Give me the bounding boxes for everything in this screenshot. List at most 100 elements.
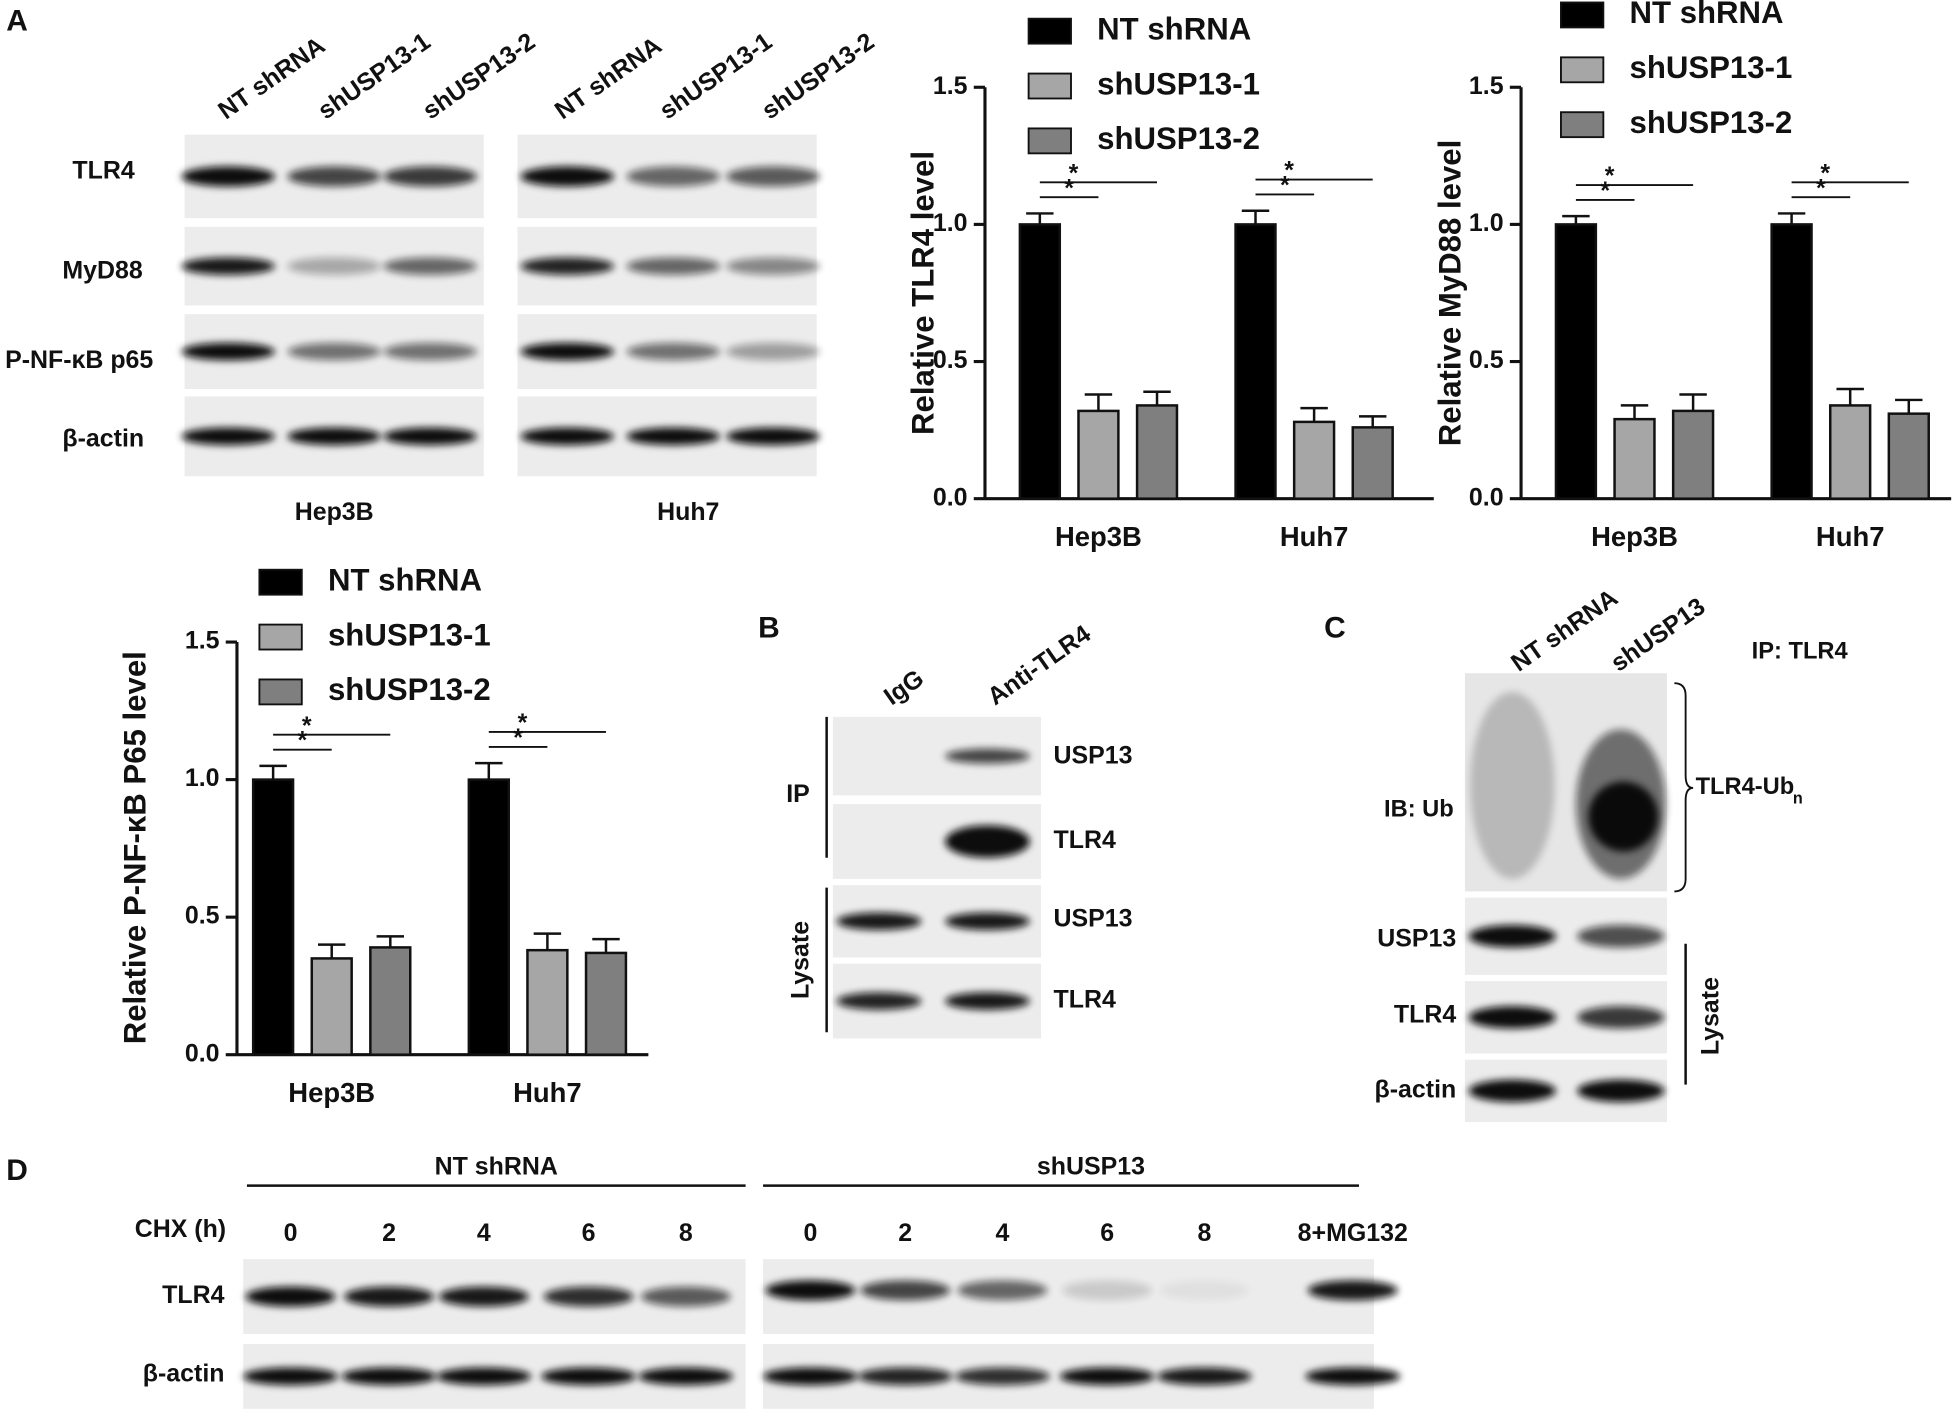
blot [517,396,820,477]
significance-star: * [1600,177,1610,205]
group-label: IP [786,780,810,808]
band [383,166,477,187]
row-label: TLR4 [72,157,134,185]
legend-swatch [258,623,303,651]
legend-swatch [1027,72,1072,100]
band [860,1280,951,1301]
lane-label: NT shRNA [550,31,667,125]
row-label: P-NF-κB p65 [5,346,153,374]
lane-label: shUSP13-2 [418,27,541,125]
complex-label: TLR4-Ub [1696,774,1795,800]
error-bar [592,937,620,953]
bar [1613,417,1656,500]
band [726,427,820,446]
blot [243,1259,746,1334]
bar [1018,223,1062,500]
panel-label: C [1324,611,1346,644]
significance-star: * [518,709,528,737]
y-tick-label: 0.5 [1469,346,1504,374]
time-label: 0 [284,1219,298,1247]
band [181,257,275,275]
blot [832,885,1042,958]
band [955,1367,1050,1386]
lane-label: IgG [879,664,929,711]
band [726,257,820,275]
y-tick-label: 1.0 [1469,209,1504,237]
band [181,166,275,187]
band [245,1286,336,1307]
blot [763,1259,1398,1334]
x-tick-label: Huh7 [1280,521,1349,552]
smear [1469,691,1555,879]
significance-star: * [1069,159,1079,187]
group-label: shUSP13 [1037,1153,1145,1181]
legend-swatch [258,678,303,706]
y-tick-label: 0.0 [1469,483,1504,511]
bar [526,948,569,1056]
y-tick-label: 0.0 [933,483,968,511]
cell-line-label: Hep3B [295,498,374,526]
blot [181,396,484,477]
band [1157,1367,1252,1386]
row-label: USP13 [1054,905,1133,933]
significance-star: * [1820,159,1830,187]
band [945,992,1030,1010]
band [1059,1367,1155,1386]
band [945,825,1030,858]
bar [1554,223,1598,500]
error-bar [475,761,503,780]
blot [832,716,1042,796]
group-label: Lysate [786,921,814,999]
legend-label: shUSP13-1 [1097,66,1260,101]
band [945,748,1030,764]
significance-star: * [513,724,523,752]
bar [1671,409,1715,500]
band [520,342,615,361]
bar [369,946,412,1056]
y-axis-label: Relative MyD88 level [1433,140,1468,447]
legend-label: shUSP13-2 [1097,121,1260,156]
band [287,166,381,187]
band [1468,1079,1556,1103]
bar [584,951,628,1056]
bar [251,778,295,1056]
legend-label: shUSP13-2 [328,672,491,707]
bar [1828,404,1872,500]
error-bar [1836,387,1864,406]
significance-star: * [1280,172,1290,200]
significance-star: * [1605,162,1615,190]
error-bar [533,932,562,951]
legend-swatch [1560,111,1605,139]
blot [763,1343,1401,1409]
row-label: USP13 [1377,925,1456,953]
legend-swatch [1027,127,1072,155]
band [836,992,922,1010]
x-tick-label: Hep3B [288,1077,375,1108]
panel-label: A [6,4,28,37]
error-bar [1895,398,1923,414]
band [626,427,721,446]
row-label: TLR4 [1054,826,1116,854]
y-tick-label: 1.5 [933,72,968,100]
bar [1351,426,1394,500]
band [765,1280,856,1301]
band [726,166,820,187]
error-bar [1620,404,1649,420]
row-label: TLR4 [162,1281,224,1309]
row-label: TLR4 [1394,1001,1456,1029]
legend-label: shUSP13-1 [328,617,491,652]
band [640,1286,731,1307]
band [181,342,275,361]
error-bar [1026,212,1054,225]
time-label: 8+MG132 [1298,1219,1408,1247]
error-bar [1562,214,1590,225]
band [1305,1367,1401,1386]
lane-label: Anti-TLR4 [982,620,1096,711]
row-label: β-actin [62,425,144,453]
time-axis-label: CHX (h) [135,1215,226,1243]
error-bar [1084,393,1113,411]
blot [517,314,820,389]
significance-star: * [1284,157,1294,185]
bracket [1674,682,1694,893]
